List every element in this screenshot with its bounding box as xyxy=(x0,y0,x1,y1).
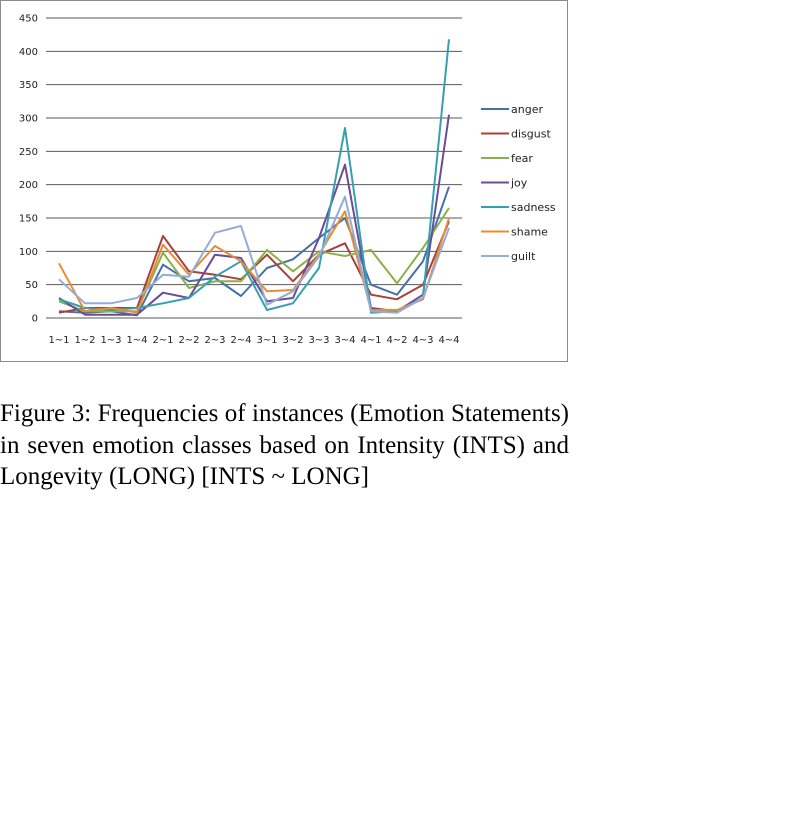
legend-label-shame: shame xyxy=(511,226,548,239)
y-tick-label: 250 xyxy=(19,147,38,158)
x-tick-label: 4~2 xyxy=(386,335,407,346)
y-tick-label: 50 xyxy=(25,280,38,291)
legend-label-joy: joy xyxy=(510,177,528,190)
legend-label-anger: anger xyxy=(511,103,543,116)
y-tick-label: 0 xyxy=(32,314,38,325)
legend-label-fear: fear xyxy=(511,152,533,165)
x-tick-label: 1~2 xyxy=(74,335,95,346)
line-chart: 0 50 100 150 200 250 300 350 400 450 1~1 1~2 1~3 1~4 2… xyxy=(19,14,556,347)
x-tick-label: 3~4 xyxy=(334,335,355,346)
x-tick-label: 3~1 xyxy=(256,335,277,346)
x-tick-label: 4~4 xyxy=(438,335,459,346)
x-tick-label: 3~2 xyxy=(282,335,303,346)
chart-frame: 0 50 100 150 200 250 300 350 400 450 1~1 1~2 1~3 1~4 2… xyxy=(0,0,568,362)
legend-label-disgust: disgust xyxy=(511,128,551,141)
y-tick-label: 450 xyxy=(19,14,38,25)
x-tick-label: 4~3 xyxy=(412,335,433,346)
x-tick-label: 2~2 xyxy=(178,335,199,346)
legend-label-sadness: sadness xyxy=(511,201,556,214)
y-tick-label: 350 xyxy=(19,80,38,91)
x-tick-label: 3~3 xyxy=(308,335,329,346)
figure-caption: Figure 3: Frequencies of instances (Emot… xyxy=(0,400,569,490)
series-line-fear xyxy=(58,207,450,313)
y-tick-label: 100 xyxy=(19,247,38,258)
series-line-sadness xyxy=(58,39,450,314)
x-tick-label: 2~3 xyxy=(204,335,225,346)
x-tick-label: 2~4 xyxy=(230,335,251,346)
x-tick-label: 1~4 xyxy=(126,335,147,346)
x-tick-label: 2~1 xyxy=(152,335,173,346)
y-tick-label: 150 xyxy=(19,214,38,225)
y-tick-label: 300 xyxy=(19,114,38,125)
y-tick-label: 200 xyxy=(19,180,38,191)
legend-label-guilt: guilt xyxy=(511,250,536,263)
x-tick-label: 1~3 xyxy=(100,335,121,346)
series-line-anger xyxy=(58,186,450,317)
series-line-guilt xyxy=(58,195,450,314)
y-tick-label: 400 xyxy=(19,47,38,58)
x-tick-label: 1~1 xyxy=(48,335,69,346)
x-tick-label: 4~1 xyxy=(360,335,381,346)
series-line-shame xyxy=(58,210,450,314)
